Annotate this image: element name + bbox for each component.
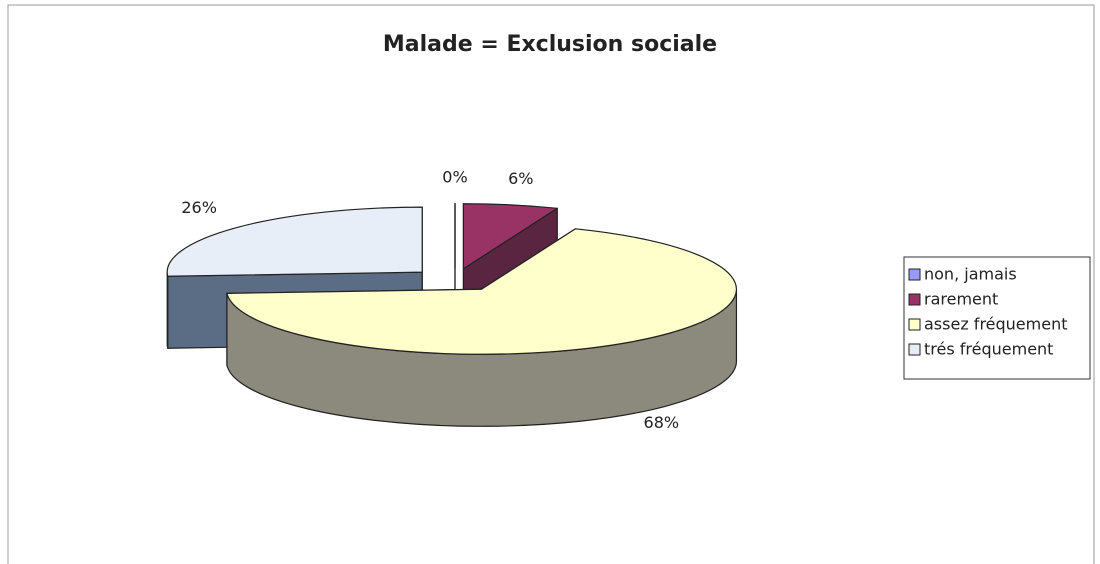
legend-swatch [908,343,921,356]
legend-label: trés fréquement [924,340,1053,359]
slice-wall [166,271,169,349]
legend-box [903,256,1091,380]
data-label: 0% [442,168,467,187]
slice-top [166,206,423,277]
legend-swatch [908,293,921,306]
legend-label: rarement [924,290,998,309]
data-label: 68% [644,413,680,432]
data-label: 6% [508,169,533,188]
legend-label: non, jamais [924,265,1017,284]
chart-title: Malade = Exclusion sociale [383,32,717,57]
legend-label: assez fréquement [924,315,1068,334]
legend-swatch [908,318,921,331]
slice-top [226,228,738,355]
legend-swatch [908,268,921,281]
data-label: 26% [181,198,217,217]
slice-top [462,203,558,270]
